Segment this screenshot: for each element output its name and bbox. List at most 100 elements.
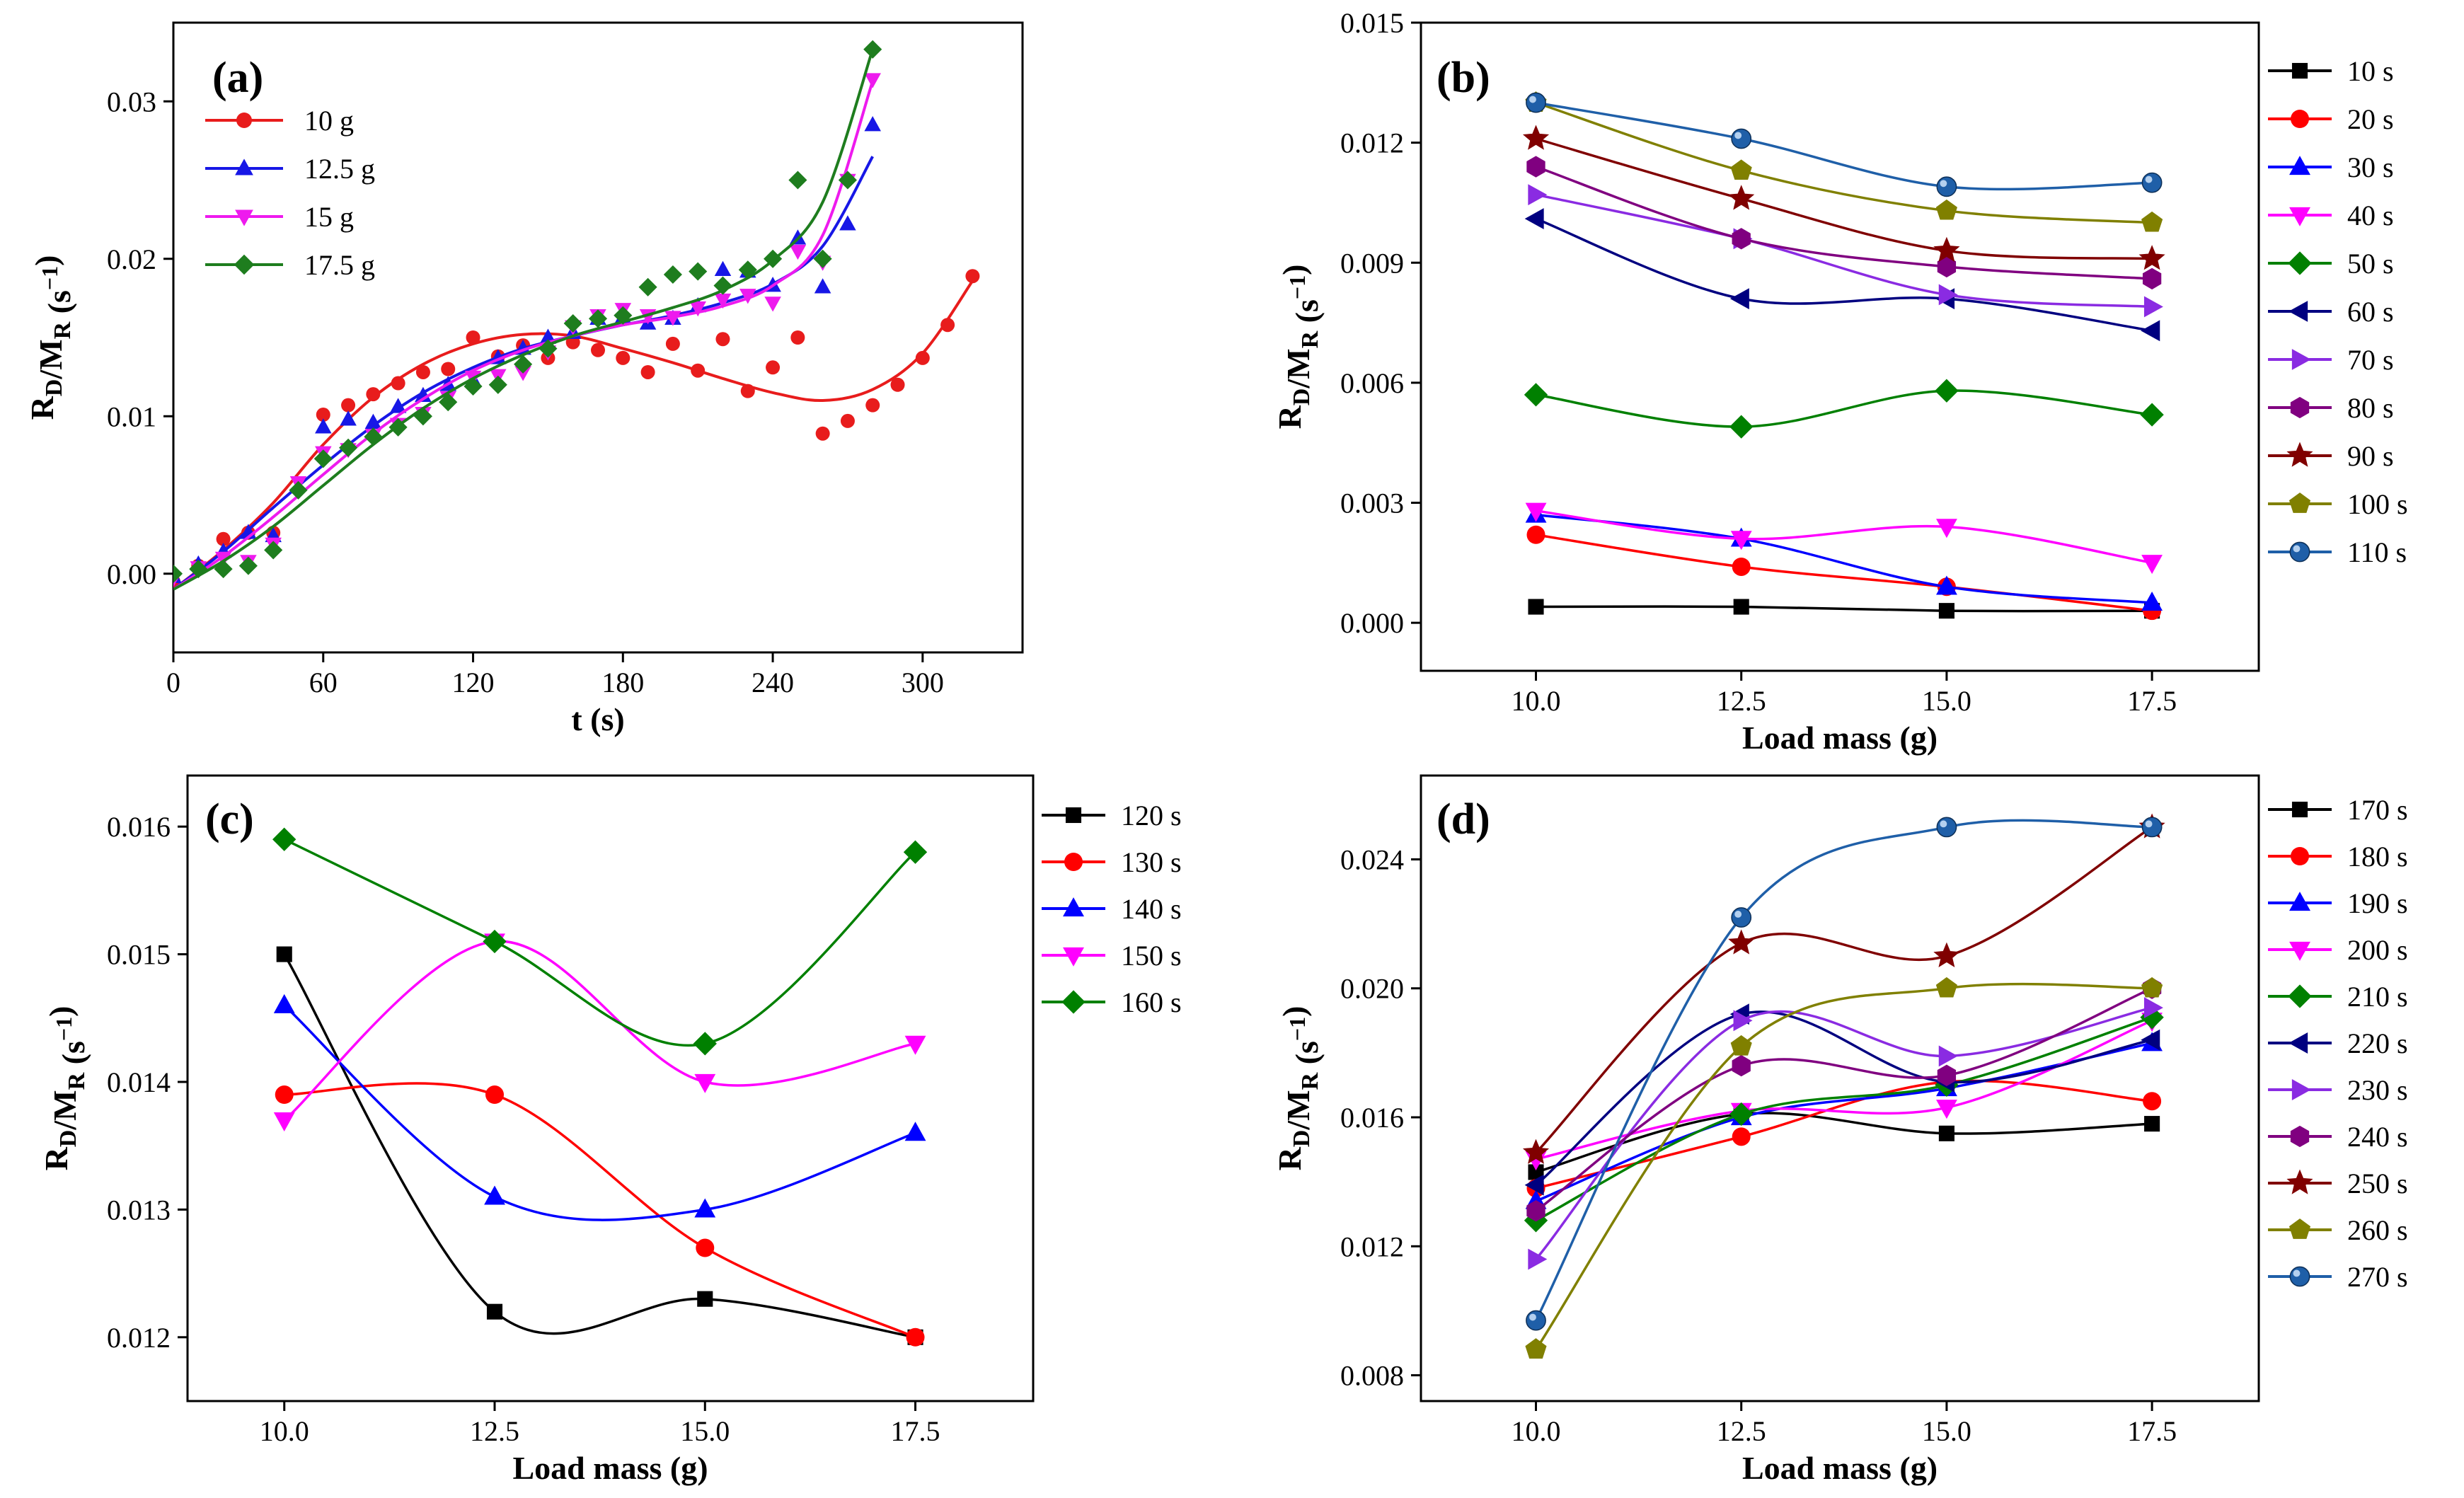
panel-b-series-90-s-point bbox=[1933, 236, 1960, 263]
panel-d-series-260-s-point bbox=[1935, 976, 1957, 998]
legend-item-panel-b-0-marker bbox=[2291, 62, 2308, 79]
panel-a-series-12_5-g-point bbox=[714, 260, 732, 277]
panel-b-series-30-s-point bbox=[1936, 575, 1957, 595]
panel-b-ylabel-part: R bbox=[1272, 405, 1308, 429]
panel-a-series-17_5-g-point bbox=[713, 276, 732, 295]
panel-c-ytick-label: 0.014 bbox=[107, 1066, 171, 1098]
panel-a-series-17_5-g-point bbox=[264, 541, 283, 560]
legend-item-panel-b-7-label: 80 s bbox=[2347, 392, 2394, 424]
panel-d-xtick-label: 17.5 bbox=[2127, 1415, 2177, 1447]
panel-d-series-270-s-point bbox=[1936, 817, 1957, 838]
panel-a-series-17_5-g-point bbox=[173, 564, 183, 583]
legend-item-panel-b-10-marker bbox=[2289, 541, 2310, 563]
legend-item-panel-c-0-label: 120 s bbox=[1121, 800, 1182, 831]
panel-d-series-220-s-point bbox=[1524, 1174, 1544, 1196]
panel-d-series-270-s-point-highlight bbox=[1529, 1313, 1536, 1321]
panel-d-series-200-s-point bbox=[1936, 1100, 1957, 1119]
panel-a-series-12_5-g-point bbox=[839, 215, 856, 231]
panel-a-series-10-g-point bbox=[940, 318, 955, 333]
panel-d-series-270-s-point bbox=[1526, 1310, 1546, 1331]
panel-c-series-160-s-point bbox=[483, 929, 507, 954]
panel-d-ylabel-part: ) bbox=[1276, 1006, 1312, 1017]
panel-c-series-130-s-point bbox=[275, 1085, 294, 1105]
panel-a-series-10-g-point bbox=[715, 332, 730, 347]
panel-c-ylabel-part: R bbox=[64, 1072, 90, 1090]
panel-d-plot-area bbox=[1522, 813, 2165, 1359]
panel-a-series-17_5-g-point bbox=[638, 277, 657, 296]
legend-item-panel-d-4-marker bbox=[2288, 984, 2312, 1008]
panel-a-series-17_5-g-point bbox=[738, 260, 757, 280]
panel-b-xtick-label: 15.0 bbox=[1922, 685, 1971, 717]
panel-d-ytick-label: 0.012 bbox=[1340, 1231, 1404, 1262]
panel-d-ytick-label: 0.024 bbox=[1340, 843, 1404, 875]
panel-a-xtick-label: 180 bbox=[601, 667, 644, 698]
panel-d-series-210-s-line bbox=[1535, 1016, 2153, 1222]
legend-item-panel-b-2-marker bbox=[2289, 156, 2310, 175]
panel-b-series-60-s-point bbox=[2141, 320, 2160, 342]
panel-c-series-140-s-point bbox=[484, 1185, 505, 1205]
panel-a-series-10-g-point bbox=[965, 269, 980, 284]
panel-c-series-140-s-point bbox=[904, 1122, 926, 1141]
panel-d-ylabel-part: D bbox=[1289, 1130, 1315, 1148]
panel-d-series-260-s-point bbox=[1525, 1338, 1547, 1359]
panel-c-series-140-s-point bbox=[694, 1198, 716, 1218]
panel-a-series-12_5-g-point bbox=[864, 116, 881, 132]
legend-item-panel-a-1-label: 12.5 g bbox=[304, 153, 375, 185]
legend-item-panel-b-7-marker bbox=[2290, 396, 2310, 419]
legend-item-panel-c-4-marker bbox=[1061, 990, 1086, 1014]
panel-d-series-230-s-point bbox=[2143, 997, 2163, 1018]
panel-a-series-10-g-point bbox=[790, 330, 805, 345]
panel-d-series-170-s-point bbox=[1528, 1164, 1544, 1180]
panel-a-series-17_5-g-point bbox=[238, 556, 258, 575]
panel-a-series-10-g-point bbox=[915, 350, 930, 365]
legend-item-panel-b-3-marker bbox=[2289, 207, 2310, 226]
panel-a-frame bbox=[172, 21, 1024, 654]
panel-b-series-80-s-point bbox=[1732, 228, 1751, 250]
panel-a-series-17_5-g-point bbox=[413, 407, 432, 426]
panel-a-series-12_5-g-point bbox=[315, 418, 332, 434]
panel-d-series-230-s-point bbox=[1528, 1248, 1548, 1270]
panel-b-ylabel: RD/MR (s−1) bbox=[1272, 265, 1325, 430]
panel-c-series-130-s-point bbox=[906, 1327, 925, 1347]
panel-b-series-110-s-point bbox=[1526, 92, 1546, 113]
panel-d-ytick-label: 0.020 bbox=[1340, 973, 1404, 1005]
panel-a-series-10-g-point bbox=[466, 330, 480, 345]
legend-item-panel-a-0-marker bbox=[236, 113, 252, 128]
panel-d-ylabel-part: −1 bbox=[1284, 1017, 1310, 1041]
panel-b-series-80-s-line bbox=[1535, 165, 2153, 280]
panel-b-series-100-s-point bbox=[1730, 159, 1752, 180]
panel-a-series-10-g-point bbox=[865, 398, 880, 413]
panel-d-series-270-s-point bbox=[2141, 817, 2163, 838]
panel-b-series-60-s-point bbox=[1524, 208, 1544, 229]
panel-a-xlabel: t (s) bbox=[571, 701, 624, 737]
panel-c-xtick-label: 17.5 bbox=[891, 1415, 940, 1447]
panel-a-plot-area bbox=[173, 40, 980, 591]
legend-item-panel-c-0-marker bbox=[1065, 807, 1082, 824]
panel-d-series-210-s-point bbox=[1729, 1102, 1754, 1127]
panel-a-ylabel-part: R bbox=[24, 396, 60, 420]
panel-a-series-10-g-point bbox=[691, 363, 706, 378]
panel-a-series-17_5-g-point bbox=[339, 438, 358, 457]
panel-b-series-100-s-point bbox=[1935, 199, 1957, 220]
panel-d-series-260-s-point bbox=[2141, 976, 2163, 998]
panel-a-series-10-g-point bbox=[616, 350, 631, 365]
legend-item-panel-c-4-label: 160 s bbox=[1121, 986, 1182, 1018]
panel-d-frame bbox=[1420, 774, 2260, 1402]
panel-b-series-50-s-point bbox=[1729, 415, 1754, 439]
panel-b-series-70-s-point bbox=[1528, 184, 1548, 206]
panel-c-ylabel-part: −1 bbox=[51, 1017, 76, 1041]
panel-d-series-230-s-point bbox=[1733, 1010, 1753, 1032]
panel-b-series-40-s-line bbox=[1536, 509, 2153, 565]
panel-a-series-10-g-point bbox=[316, 408, 330, 422]
legend-item-panel-b-6-marker bbox=[2291, 349, 2311, 370]
legend-item-panel-d-2-label: 190 s bbox=[2347, 887, 2408, 919]
legend-item-panel-b-4-label: 50 s bbox=[2347, 248, 2394, 280]
panel-a-series-17_5-g-point bbox=[488, 375, 507, 394]
legend-item-panel-a-2-label: 15 g bbox=[304, 201, 354, 233]
panel-a-series-17_5-g-point bbox=[764, 249, 783, 268]
panel-a-series-17_5-g-point bbox=[289, 480, 308, 500]
panel-a-series-17_5-g-point bbox=[214, 560, 233, 579]
panel-a-series-10-g-point bbox=[216, 531, 231, 546]
legend-item-panel-a-2-marker bbox=[235, 209, 253, 226]
